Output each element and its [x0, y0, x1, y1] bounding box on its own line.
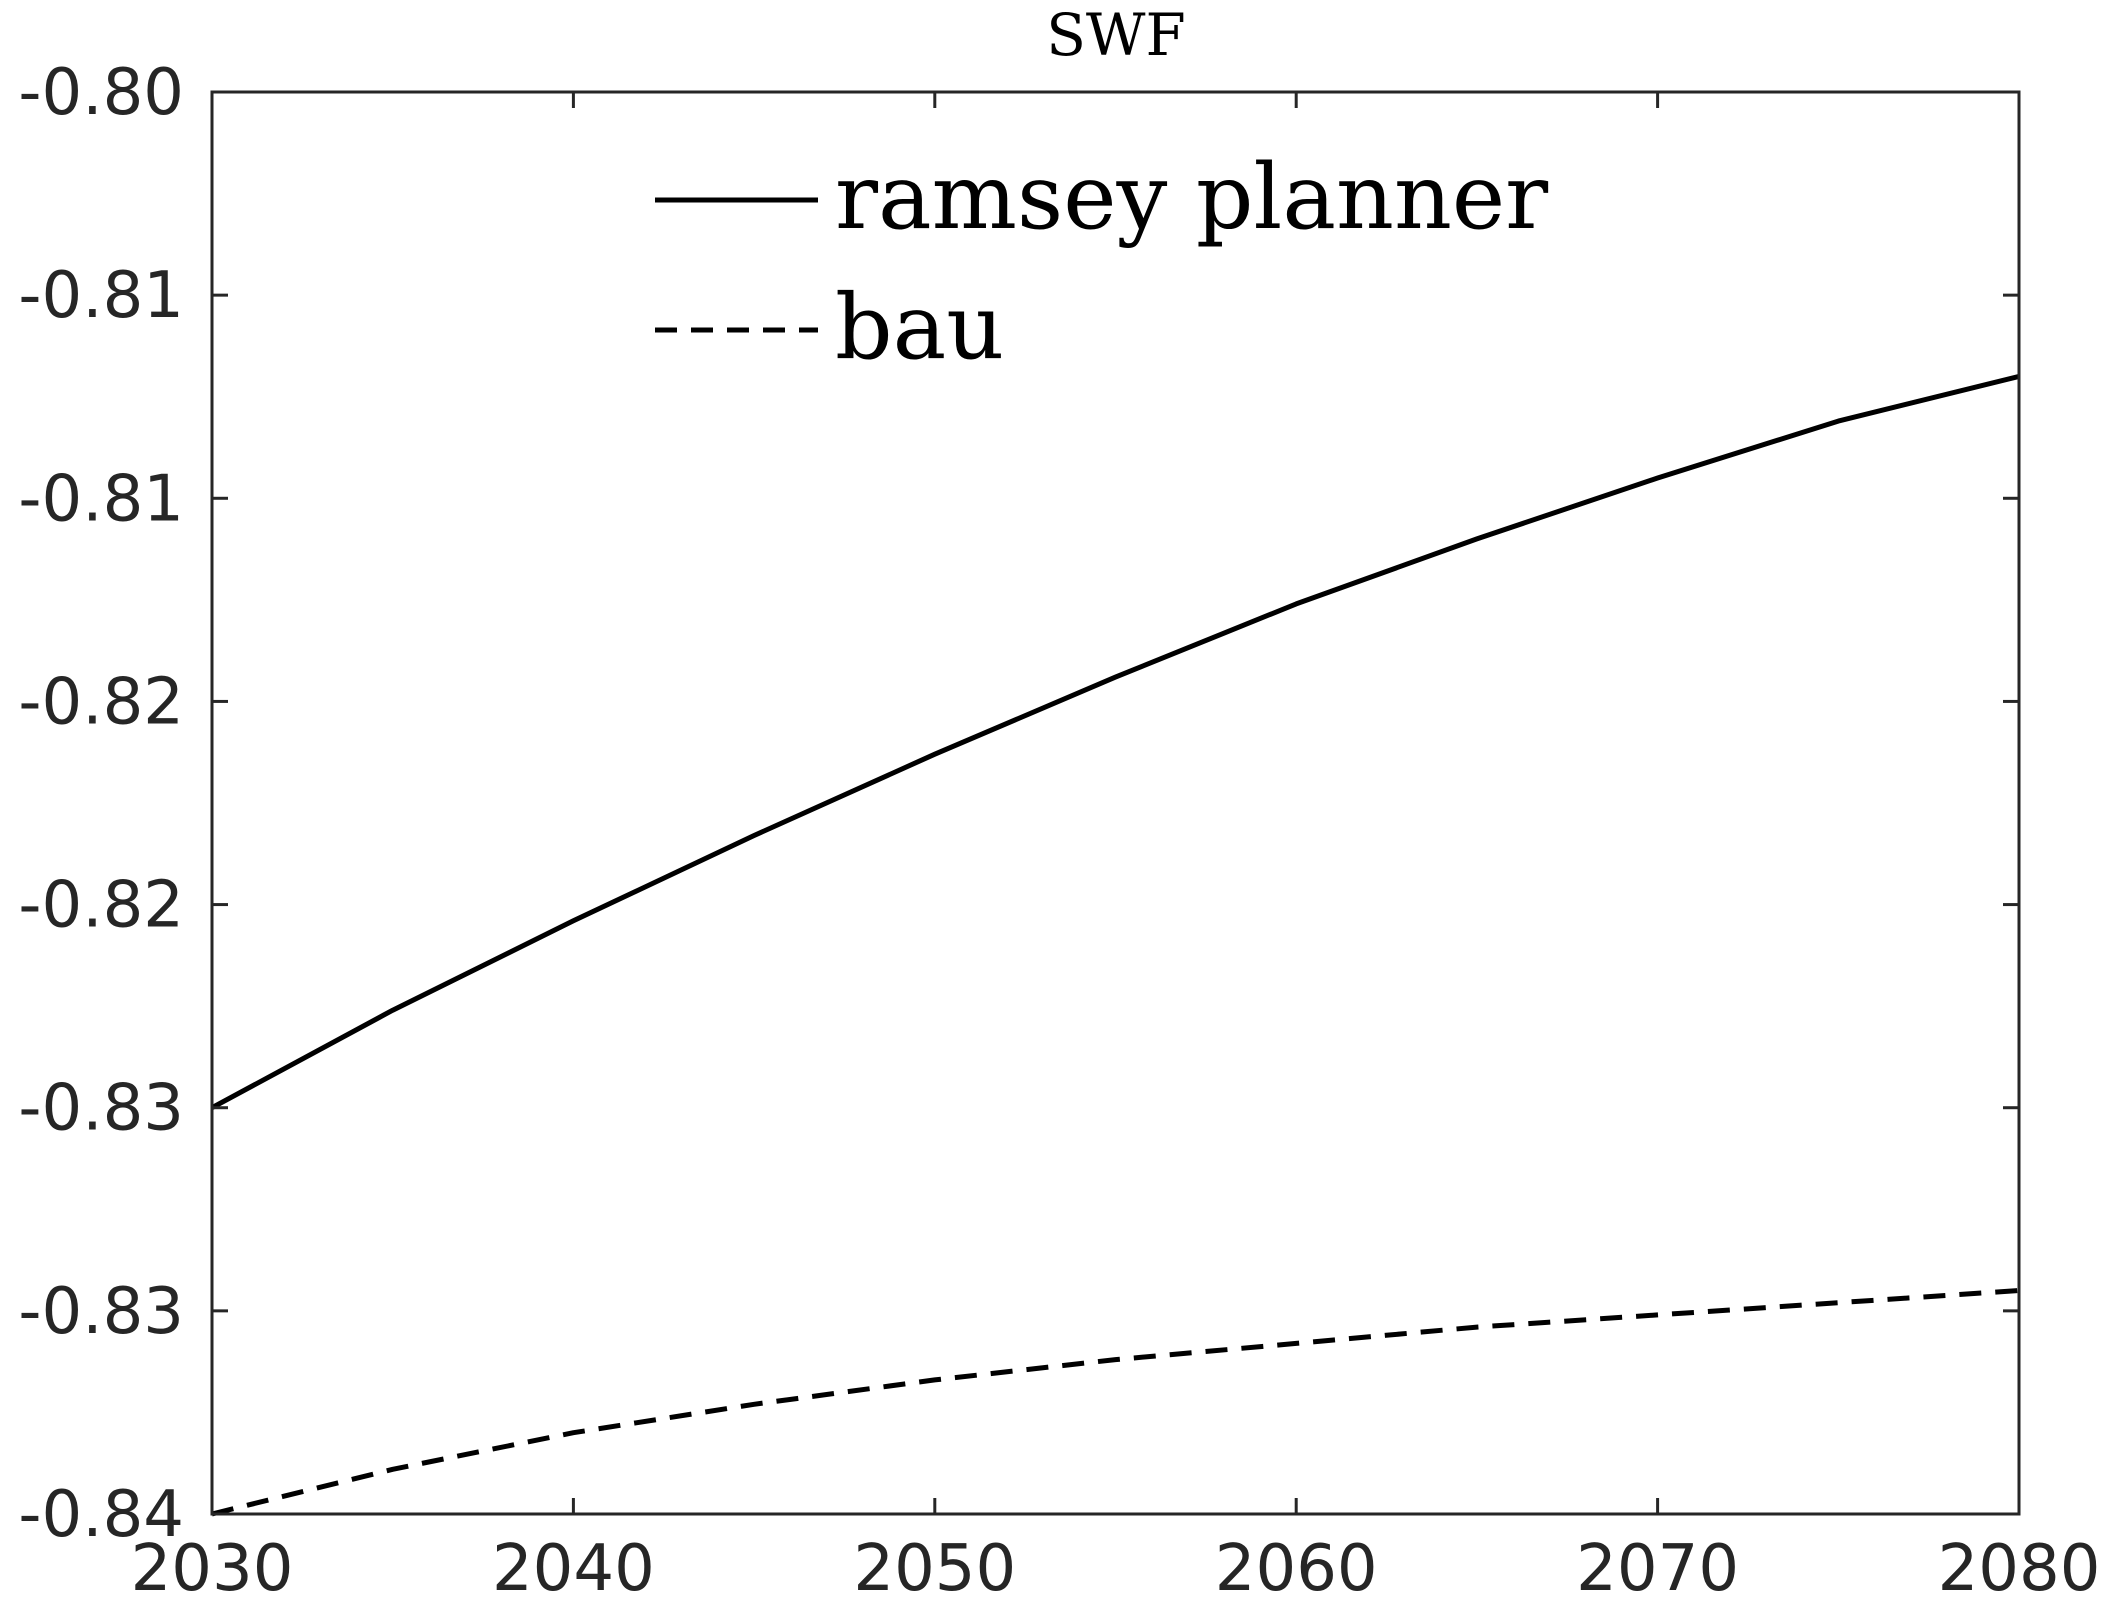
y-tick-label: -0.83	[18, 1072, 184, 1146]
y-tick-label: -0.84	[18, 1478, 184, 1552]
legend-label: bau	[835, 275, 1004, 380]
x-tick-label: 2030	[131, 1532, 294, 1606]
y-tick-label: -0.81	[18, 462, 184, 536]
x-tick-label: 2060	[1215, 1532, 1378, 1606]
plot-area-frame	[210, 90, 2021, 1516]
series-line-ramsey-planner	[210, 373, 2020, 1110]
series-line-bau	[211, 1288, 2020, 1517]
legend-label: ramsey planner	[835, 145, 1549, 250]
series-layer	[210, 373, 2020, 1517]
y-tick-label: -0.82	[18, 665, 184, 739]
y-tick-label: -0.82	[18, 869, 184, 943]
y-tick-label: -0.81	[18, 259, 184, 333]
y-tick-label: -0.80	[18, 56, 184, 130]
x-tick-label: 2080	[1938, 1532, 2101, 1606]
x-tick-label: 2050	[853, 1532, 1016, 1606]
axis-ticks: 2030 2040 2050 2060 2070 2080 -0.80 -0.81 -0.81 -…	[18, 56, 2100, 1606]
legend: ramsey planner bau	[655, 145, 1549, 380]
y-tick-label: -0.83	[18, 1275, 184, 1349]
chart-title: SWF	[1046, 1, 1186, 69]
x-tick-label: 2040	[492, 1532, 655, 1606]
x-tick-label: 2070	[1576, 1532, 1739, 1606]
